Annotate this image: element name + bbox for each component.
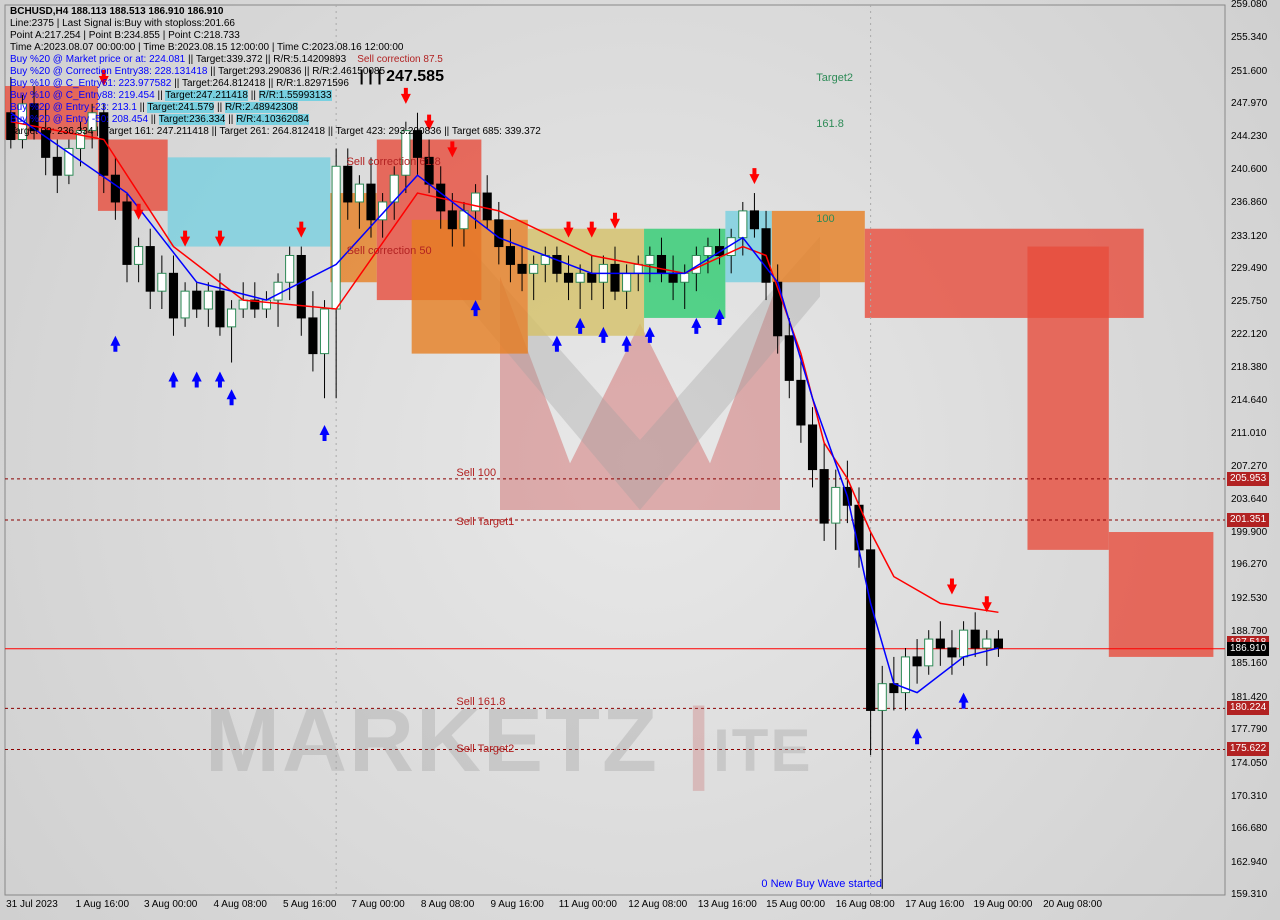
- y-tick-label: 229.490: [1231, 263, 1267, 274]
- y-tick-label: 159.310: [1231, 889, 1267, 900]
- y-tick-label: 177.790: [1231, 724, 1267, 735]
- y-tick-label: 174.050: [1231, 758, 1267, 769]
- y-tick-label: 185.160: [1231, 658, 1267, 669]
- chart-annotation: Sell correction 50: [347, 245, 432, 257]
- chart-annotation: Target2: [816, 72, 853, 84]
- price-marker: 180.224: [1227, 701, 1269, 715]
- info-line: Line:2375 | Last Signal is:Buy with stop…: [10, 18, 235, 29]
- y-tick-label: 225.750: [1231, 296, 1267, 307]
- x-tick-label: 17 Aug 16:00: [905, 899, 964, 910]
- y-tick-label: 170.310: [1231, 791, 1267, 802]
- info-line: Buy %20 @ Entry -50: 208.454 || Target:2…: [10, 114, 309, 125]
- x-tick-label: 13 Aug 16:00: [698, 899, 757, 910]
- price-marker: 201.351: [1227, 513, 1269, 527]
- high-price-label: | | | 247.585: [359, 68, 444, 86]
- x-tick-label: 12 Aug 08:00: [628, 899, 687, 910]
- y-tick-label: 251.600: [1231, 66, 1267, 77]
- y-tick-label: 214.640: [1231, 395, 1267, 406]
- y-tick-label: 259.080: [1231, 0, 1267, 10]
- y-tick-label: 199.900: [1231, 527, 1267, 538]
- chart-annotation: Sell Target2: [456, 743, 514, 755]
- x-tick-label: 16 Aug 08:00: [836, 899, 895, 910]
- chart-annotation: 100: [816, 213, 834, 225]
- x-tick-label: 7 Aug 00:00: [351, 899, 404, 910]
- chart-annotation: 0 New Buy Wave started: [761, 878, 882, 890]
- price-marker: 175.622: [1227, 742, 1269, 756]
- x-tick-label: 31 Jul 2023: [6, 899, 58, 910]
- price-marker: 186.910: [1227, 642, 1269, 656]
- info-line: Buy %10 @ C_Entry61: 223.977582 || Targe…: [10, 78, 349, 89]
- x-tick-label: 19 Aug 00:00: [974, 899, 1033, 910]
- y-tick-label: 188.790: [1231, 626, 1267, 637]
- info-line: Point A:217.254 | Point B:234.855 | Poin…: [10, 30, 240, 41]
- y-tick-label: 207.270: [1231, 461, 1267, 472]
- info-line: BCHUSD,H4 188.113 188.513 186.910 186.91…: [10, 6, 224, 17]
- price-marker: 205.953: [1227, 472, 1269, 486]
- y-tick-label: 196.270: [1231, 559, 1267, 570]
- info-line: Buy %20 @ Market price or at: 224.081 ||…: [10, 54, 443, 65]
- info-line: Target 00: 236.334 || Target 161: 247.21…: [10, 126, 541, 137]
- x-tick-label: 1 Aug 16:00: [76, 899, 129, 910]
- info-line: Buy %20 @ Correction Entry38: 228.131418…: [10, 66, 385, 77]
- x-tick-label: 5 Aug 16:00: [283, 899, 336, 910]
- chart-container: MARKETZ |ITE 259.080 255.340 251.600 247.97…: [0, 0, 1280, 920]
- x-tick-label: 20 Aug 08:00: [1043, 899, 1102, 910]
- info-line: Buy %20 @ Entry -23: 213.1 || Target:241…: [10, 102, 298, 113]
- x-tick-label: 4 Aug 08:00: [214, 899, 267, 910]
- y-tick-label: 222.120: [1231, 329, 1267, 340]
- y-tick-label: 162.940: [1231, 857, 1267, 868]
- chart-annotation: 161.8: [816, 118, 844, 130]
- x-tick-label: 9 Aug 16:00: [490, 899, 543, 910]
- x-tick-label: 15 Aug 00:00: [766, 899, 825, 910]
- y-tick-label: 244.230: [1231, 131, 1267, 142]
- info-line: Time A:2023.08.07 00:00:00 | Time B:2023…: [10, 42, 403, 53]
- y-tick-label: 192.530: [1231, 593, 1267, 604]
- y-tick-label: 240.600: [1231, 164, 1267, 175]
- y-tick-label: 233.120: [1231, 231, 1267, 242]
- y-tick-label: 218.380: [1231, 362, 1267, 373]
- chart-annotation: Sell 161.8: [456, 696, 505, 708]
- y-tick-label: 247.970: [1231, 98, 1267, 109]
- info-line: Buy %10 @ C_Entry88: 219.454 || Target:2…: [10, 90, 332, 101]
- x-tick-label: 8 Aug 08:00: [421, 899, 474, 910]
- chart-annotation: Sell Target1: [456, 516, 514, 528]
- y-tick-label: 203.640: [1231, 494, 1267, 505]
- x-tick-label: 3 Aug 00:00: [144, 899, 197, 910]
- chart-annotation: Sell correction 61.8: [347, 156, 441, 168]
- y-tick-label: 166.680: [1231, 823, 1267, 834]
- y-tick-label: 255.340: [1231, 32, 1267, 43]
- chart-annotation: Sell 100: [456, 467, 496, 479]
- watermark-text: MARKETZ |ITE: [205, 690, 812, 793]
- y-tick-label: 236.860: [1231, 197, 1267, 208]
- y-tick-label: 211.010: [1231, 428, 1266, 439]
- x-tick-label: 11 Aug 00:00: [559, 899, 617, 910]
